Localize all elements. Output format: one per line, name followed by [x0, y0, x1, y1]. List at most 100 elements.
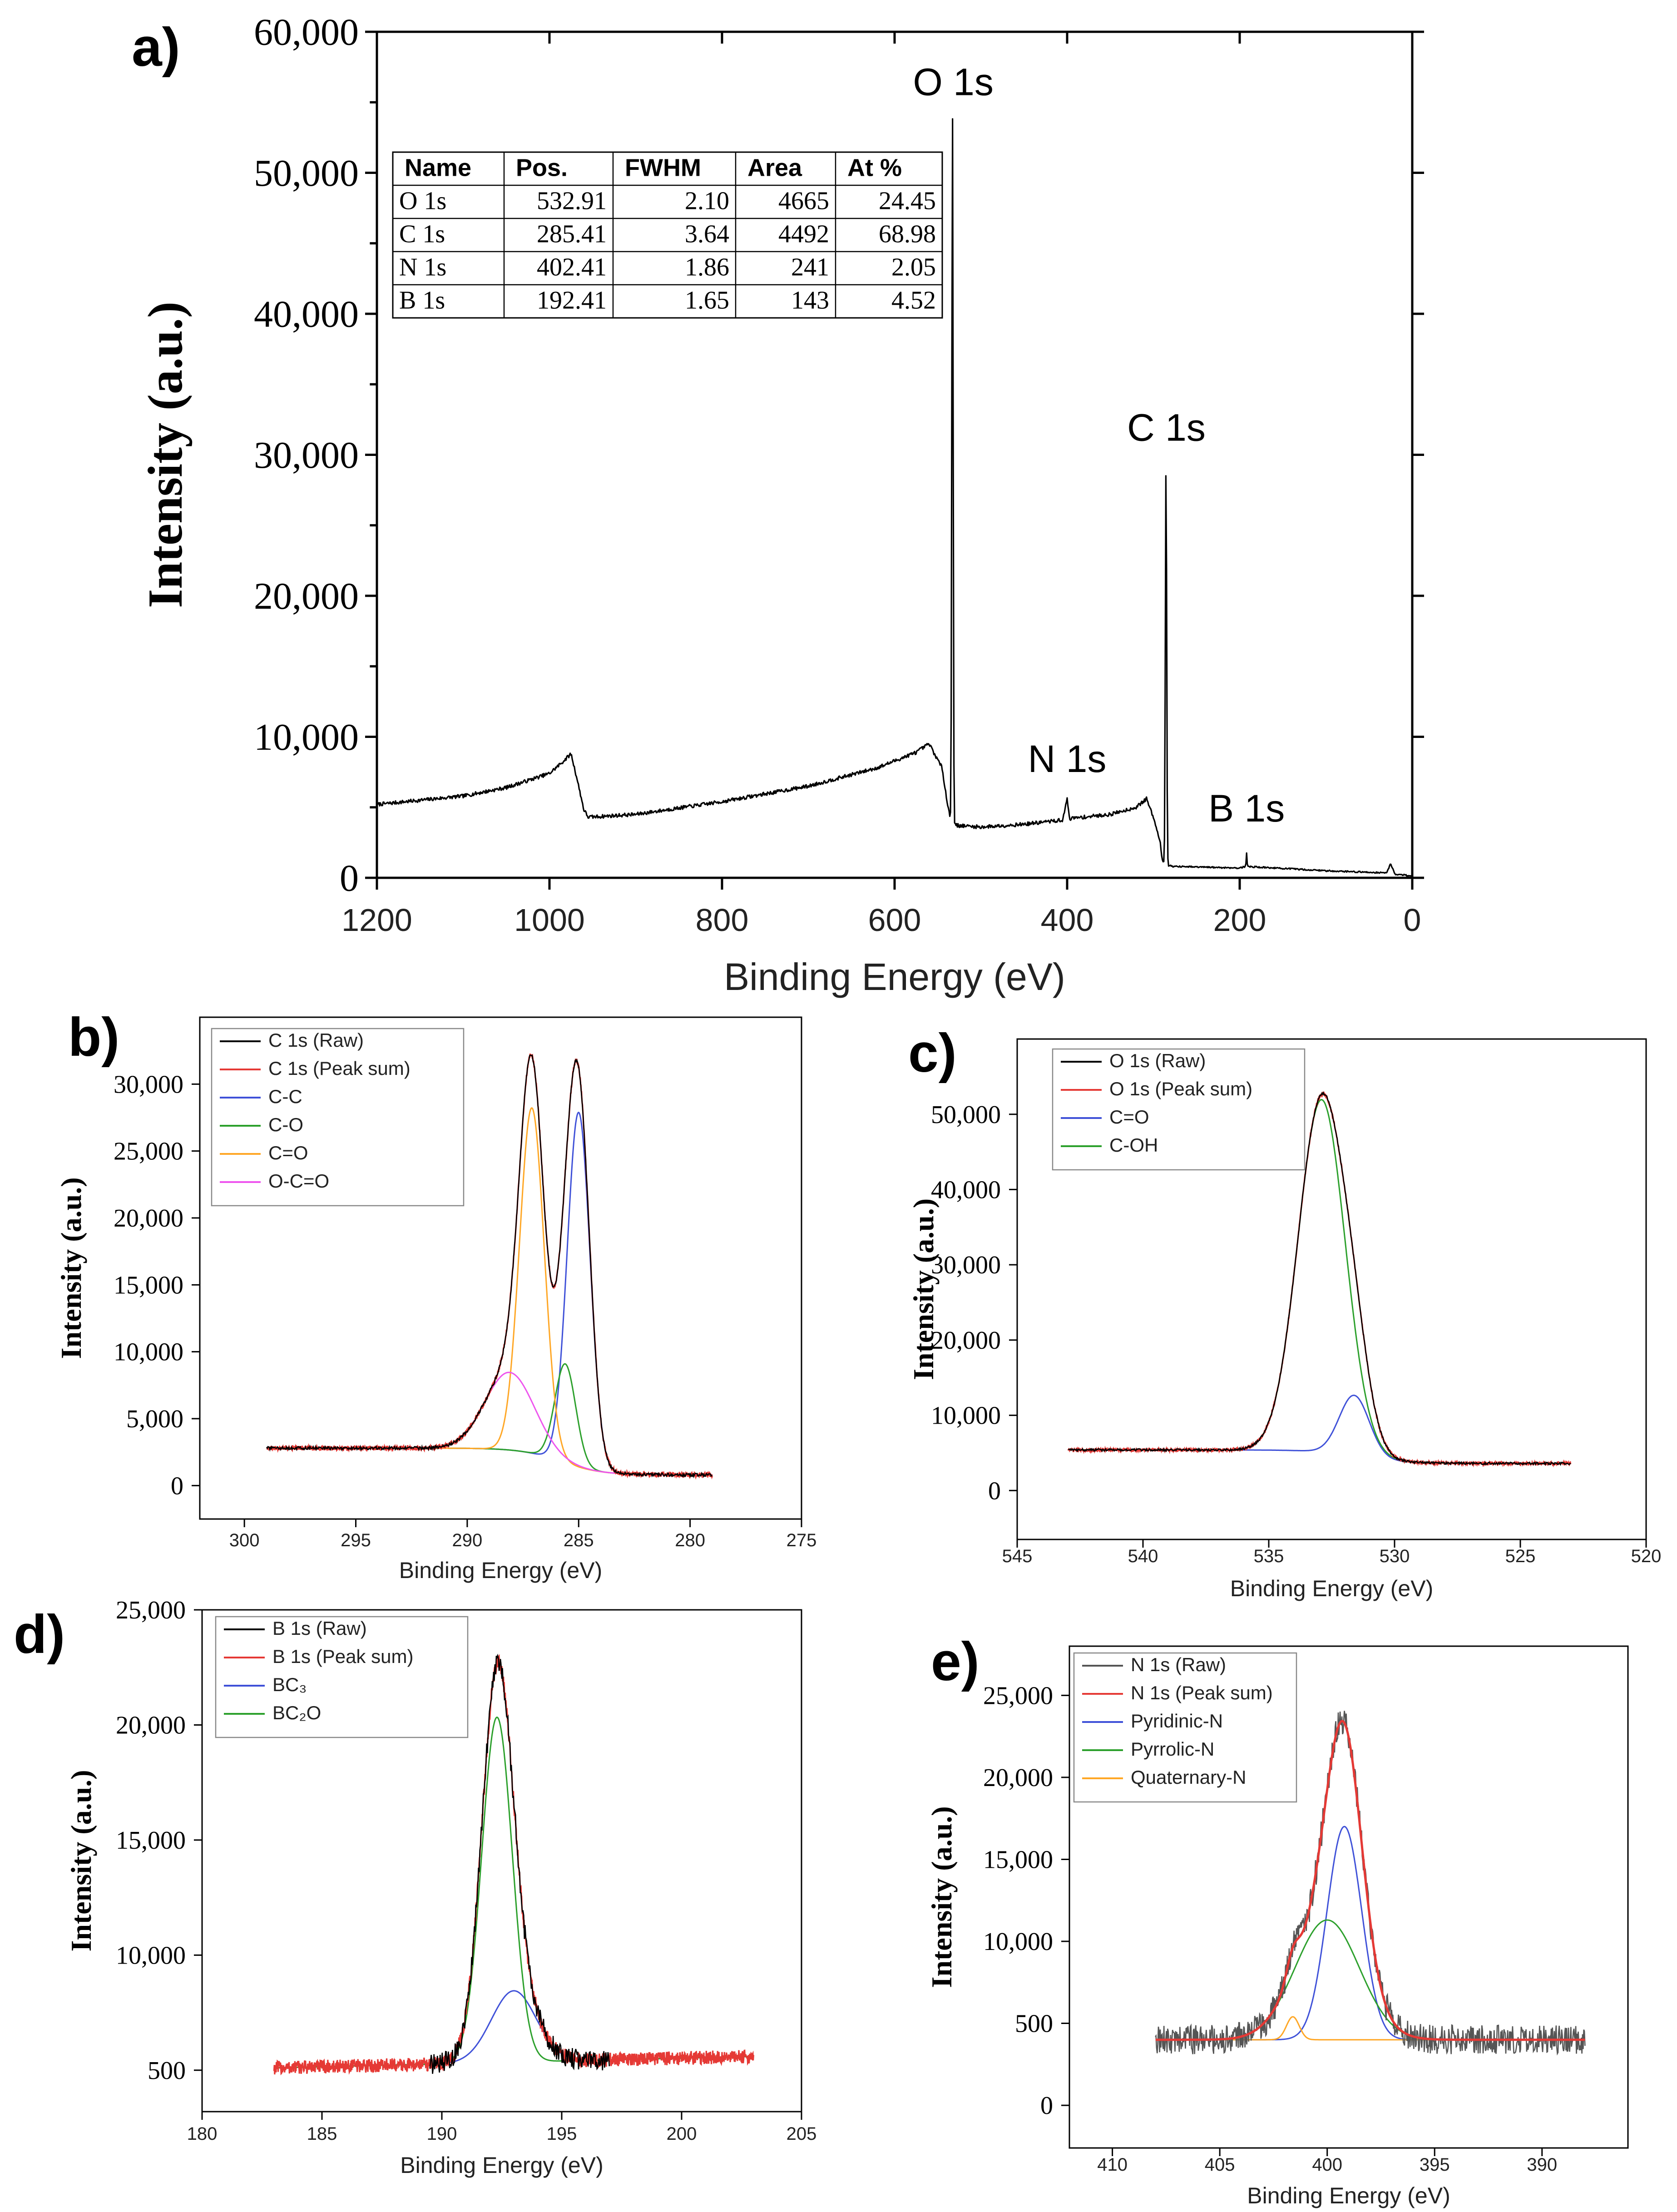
x-tick-label: 185 [307, 2124, 337, 2144]
plot-area [273, 1653, 754, 2076]
table-header-cell: FWHM [625, 154, 701, 182]
plot-frame [1069, 1645, 1629, 2149]
x-tick-label: 0 [1404, 902, 1421, 938]
y-tick-label: 20,000 [116, 1711, 186, 1739]
table-header-cell: Pos. [516, 154, 568, 182]
peak-sum-line [1155, 1720, 1585, 2041]
y-tick-label: 25,000 [114, 1138, 183, 1166]
y-tick-label: 40,000 [254, 293, 359, 336]
x-tick-label: 540 [1128, 1546, 1158, 1566]
y-tick-label: 500 [148, 2057, 186, 2085]
y-tick-label: 500 [1015, 2010, 1053, 2038]
legend-label: O 1s (Peak sum) [1109, 1078, 1252, 1099]
raw-data-line [429, 1653, 610, 2074]
legend-label: Pyrrolic-N [1131, 1738, 1214, 1760]
x-tick-label: 600 [868, 902, 921, 938]
peak-annotation: B 1s [1208, 787, 1285, 830]
legend-label: C-C [268, 1086, 302, 1107]
raw-data-line [1068, 1091, 1571, 1466]
legend-label: C=O [1109, 1106, 1149, 1128]
table-cell: B 1s [399, 287, 445, 315]
plot-area [1155, 1711, 1586, 2056]
panel-e: 410 405 400 395 390 0 500 10,000 15,000 20,000 25,… [925, 1631, 1629, 2208]
y-axis-label: Intensity (a.u.) [65, 1770, 97, 1951]
x-tick-label: 530 [1380, 1546, 1410, 1566]
legend-label: O 1s (Raw) [1109, 1050, 1206, 1071]
y-tick-label: 10,000 [116, 1941, 186, 1970]
y-tick-label: 20,000 [254, 575, 359, 618]
x-axis-label: Binding Energy (eV) [1230, 1576, 1433, 1601]
y-tick-label: 40,000 [931, 1176, 1001, 1204]
table-cell: 4665 [778, 187, 829, 215]
table-cell: N 1s [399, 253, 446, 282]
y-tick-label: 10,000 [254, 716, 359, 758]
y-tick-label: 0 [171, 1472, 183, 1500]
table-cell: 1.65 [685, 287, 729, 315]
y-tick-label: 5,000 [126, 1405, 183, 1433]
x-tick-label: 520 [1631, 1546, 1662, 1566]
table-cell: 143 [791, 287, 829, 315]
legend-box [1073, 1652, 1297, 1803]
series-survey-line [377, 118, 1412, 877]
legend-label: N 1s (Raw) [1131, 1654, 1226, 1675]
x-tick-label: 1200 [341, 902, 412, 938]
plot-area [1067, 1091, 1572, 1468]
table-cell: 2.05 [891, 253, 936, 282]
legend-label: N 1s (Peak sum) [1131, 1682, 1273, 1703]
table-cell: 4492 [778, 220, 829, 248]
x-tick-label: 280 [675, 1530, 705, 1550]
plot-frame [1016, 1038, 1647, 1540]
x-axis-label: Binding Energy (eV) [724, 955, 1065, 998]
legend-label: C 1s (Peak sum) [268, 1058, 411, 1079]
peak-annotation: O 1s [913, 61, 993, 104]
x-tick-label: 200 [1213, 902, 1266, 938]
legend-box [215, 1616, 469, 1738]
panel-c: 545 540 535 530 525 520 0 10,000 20,000 30,000 40,… [907, 1023, 1661, 1601]
y-tick-label: 20,000 [983, 1764, 1053, 1792]
table-header-cell: Name [405, 154, 471, 182]
legend-label: O-C=O [268, 1170, 329, 1192]
legend-label: B 1s (Peak sum) [272, 1646, 413, 1667]
x-tick-label: 545 [1002, 1546, 1033, 1566]
x-tick-label: 290 [452, 1530, 483, 1550]
x-axis-label: Binding Energy (eV) [399, 1558, 602, 1583]
panel-a: 1200 1000 800 600 400 200 0 0 10,000 20,000 30,000… [132, 11, 1424, 998]
table-cell: 402.41 [537, 253, 607, 282]
x-axis-label: Binding Energy (eV) [400, 2153, 603, 2178]
x-tick-label: 395 [1420, 2155, 1450, 2175]
y-tick-label: 25,000 [983, 1682, 1053, 1710]
table-cell: 68.98 [879, 220, 936, 248]
x-tick-label: 205 [787, 2124, 817, 2144]
y-axis-label: Intensity (a.u.) [907, 1198, 940, 1380]
table-cell: 1.86 [685, 253, 729, 282]
y-tick-label: 50,000 [931, 1101, 1001, 1129]
y-tick-label: 10,000 [931, 1402, 1001, 1430]
panel-label: a) [132, 17, 180, 78]
y-tick-label: 15,000 [116, 1826, 186, 1855]
table-cell: 241 [791, 253, 829, 282]
table-header-cell: At % [847, 154, 902, 182]
y-axis-label: Intensity (a.u.) [139, 302, 193, 608]
table-header-cell: Area [747, 154, 802, 182]
table-cell: 285.41 [537, 220, 607, 248]
legend-label: BC₂O [272, 1702, 321, 1723]
x-tick-label: 400 [1041, 902, 1094, 938]
legend-label: BC₃ [272, 1674, 307, 1695]
y-tick-label: 30,000 [114, 1070, 183, 1099]
table-cell: 4.52 [891, 287, 936, 315]
legend-label: Pyridinic-N [1131, 1710, 1223, 1732]
table-cell: O 1s [399, 187, 446, 215]
y-axis-label: Intensity (a.u.) [925, 1806, 958, 1988]
legend-label: B 1s (Raw) [272, 1618, 367, 1639]
peak-annotation: C 1s [1127, 406, 1206, 449]
table-cell: 3.64 [685, 220, 729, 248]
y-tick-label: 10,000 [114, 1338, 183, 1366]
x-tick-label: 275 [787, 1530, 817, 1550]
x-tick-label: 525 [1505, 1546, 1536, 1566]
x-tick-label: 195 [547, 2124, 577, 2144]
legend-label: C=O [268, 1142, 308, 1163]
x-tick-label: 410 [1097, 2155, 1128, 2175]
panel-d: 180 185 190 195 200 205 500 10,000 15,000 20,000 2… [14, 1596, 816, 2178]
raw-data-line [1155, 1711, 1586, 2056]
